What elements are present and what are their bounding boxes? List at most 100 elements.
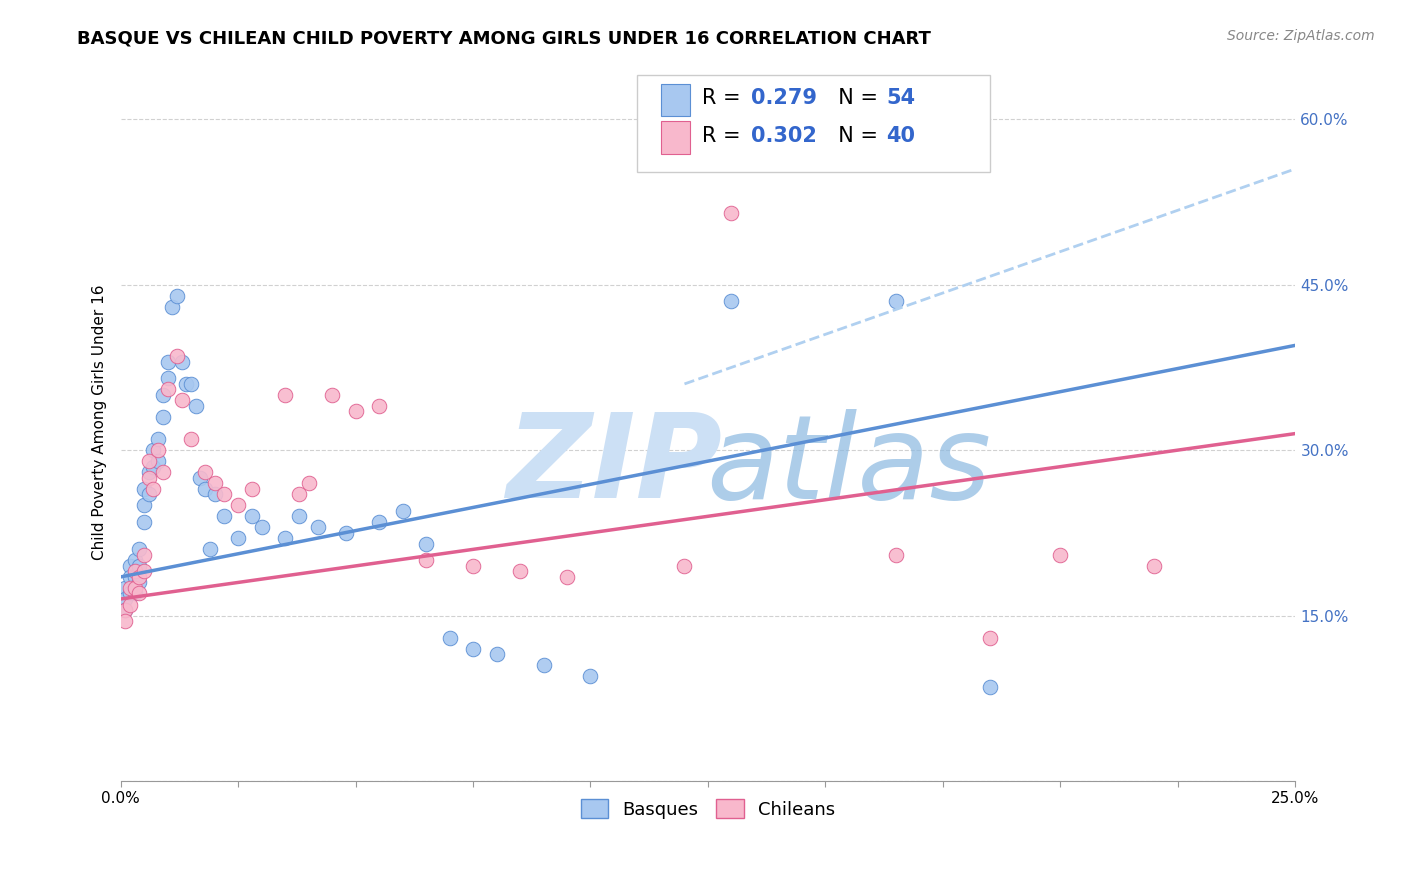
Point	[180, 376, 202, 391]
Point	[156, 383, 179, 397]
Text: Source: ZipAtlas.com: Source: ZipAtlas.com	[1227, 29, 1375, 44]
Point	[485, 647, 508, 661]
Point	[138, 454, 160, 468]
Point	[128, 558, 150, 573]
Text: BASQUE VS CHILEAN CHILD POVERTY AMONG GIRLS UNDER 16 CORRELATION CHART: BASQUE VS CHILEAN CHILD POVERTY AMONG GI…	[77, 29, 931, 47]
Point	[194, 482, 217, 496]
Point	[128, 575, 150, 590]
Point	[142, 459, 165, 474]
Point	[124, 581, 146, 595]
Point	[118, 581, 141, 595]
Point	[132, 548, 155, 562]
Point	[288, 487, 311, 501]
Point	[138, 465, 160, 479]
Point	[461, 558, 484, 573]
Point	[533, 658, 555, 673]
Point	[114, 592, 136, 607]
Point	[146, 432, 169, 446]
Point	[250, 520, 273, 534]
Point	[509, 565, 531, 579]
Point	[204, 487, 226, 501]
Point	[176, 376, 198, 391]
Point	[124, 553, 146, 567]
Point	[391, 504, 413, 518]
Point	[720, 294, 742, 309]
Point	[368, 515, 391, 529]
Point	[128, 586, 150, 600]
Text: 0.279: 0.279	[751, 87, 817, 108]
Point	[124, 570, 146, 584]
Point	[274, 532, 297, 546]
Point	[1143, 558, 1166, 573]
Text: 40: 40	[887, 126, 915, 145]
Point	[170, 355, 193, 369]
Point	[156, 355, 179, 369]
Point	[138, 487, 160, 501]
Point	[166, 288, 188, 302]
Point	[156, 371, 179, 385]
Text: N =: N =	[825, 87, 886, 108]
Point	[114, 614, 136, 628]
Point	[979, 631, 1001, 645]
Point	[226, 498, 249, 512]
Point	[146, 454, 169, 468]
Point	[138, 471, 160, 485]
Point	[132, 565, 155, 579]
Point	[170, 393, 193, 408]
Text: N =: N =	[825, 126, 886, 145]
Point	[114, 581, 136, 595]
Point	[226, 532, 249, 546]
Point	[240, 482, 263, 496]
Point	[368, 399, 391, 413]
Point	[212, 487, 235, 501]
Point	[415, 553, 437, 567]
Y-axis label: Child Poverty Among Girls Under 16: Child Poverty Among Girls Under 16	[93, 285, 107, 560]
Point	[184, 399, 207, 413]
Point	[118, 586, 141, 600]
Point	[124, 565, 146, 579]
Point	[146, 443, 169, 458]
Point	[321, 388, 343, 402]
Point	[114, 603, 136, 617]
Point	[160, 300, 183, 314]
Point	[114, 603, 136, 617]
Point	[297, 476, 319, 491]
Point	[166, 349, 188, 363]
Point	[118, 598, 141, 612]
Point	[152, 465, 174, 479]
FancyBboxPatch shape	[637, 75, 990, 171]
Point	[212, 509, 235, 524]
Point	[461, 641, 484, 656]
Point	[118, 570, 141, 584]
Point	[204, 476, 226, 491]
Point	[198, 542, 221, 557]
Point	[142, 482, 165, 496]
Point	[190, 471, 212, 485]
Point	[335, 525, 357, 540]
Point	[720, 206, 742, 220]
Point	[884, 294, 907, 309]
Point	[132, 515, 155, 529]
Point	[673, 558, 696, 573]
Point	[415, 537, 437, 551]
Point	[240, 509, 263, 524]
Text: ZIP: ZIP	[506, 408, 723, 523]
Text: atlas: atlas	[706, 409, 991, 523]
Point	[180, 432, 202, 446]
Point	[124, 586, 146, 600]
Point	[194, 465, 217, 479]
Point	[132, 482, 155, 496]
Point	[152, 410, 174, 425]
Point	[439, 631, 461, 645]
Point	[555, 570, 578, 584]
Text: R =: R =	[702, 87, 748, 108]
Point	[118, 558, 141, 573]
Point	[979, 680, 1001, 694]
Point	[128, 542, 150, 557]
Point	[132, 498, 155, 512]
Text: 54: 54	[887, 87, 915, 108]
Point	[344, 404, 367, 418]
Point	[884, 548, 907, 562]
Point	[579, 669, 602, 683]
Point	[1049, 548, 1071, 562]
